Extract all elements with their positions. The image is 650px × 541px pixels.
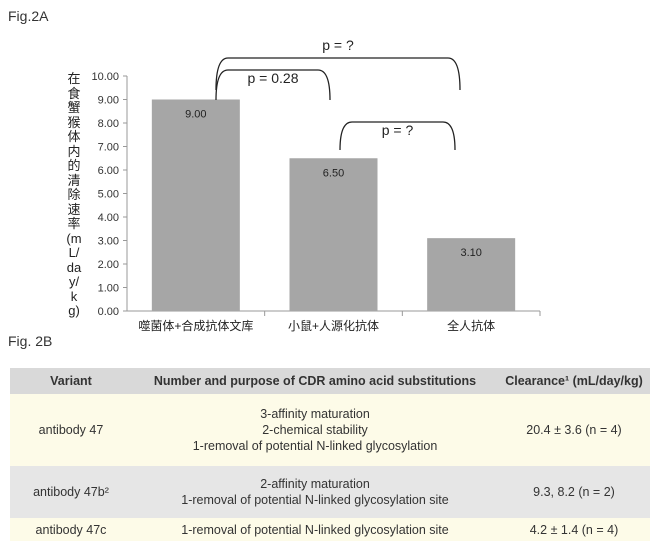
figure-2b-label: Fig. 2B	[8, 333, 53, 349]
substitution-line: 2-affinity maturation	[260, 477, 370, 491]
y-tick-label: 8.00	[98, 118, 119, 130]
substitution-line: 3-affinity maturation	[260, 407, 370, 421]
y-tick-label: 1.00	[98, 283, 119, 295]
clearance-cell: 20.4 ± 3.6 (n = 4)	[498, 394, 650, 466]
bar	[151, 99, 240, 311]
data-label: 3.10	[460, 247, 481, 259]
substitution-line: 1-removal of potential N-linked glycosyl…	[192, 439, 438, 453]
y-tick-label: 7.00	[98, 142, 119, 154]
header-clearance: Clearance¹ (mL/day/kg)	[498, 368, 650, 394]
category-label: 噬菌体+合成抗体文库	[138, 318, 253, 333]
bar-chart: 0.00 1.00 2.00 3.00 4.00 5.00 6.00 7.00 8.00 9.00…	[91, 37, 541, 333]
substitution-line: 2-chemical stability	[262, 423, 368, 437]
y-tick-label: 5.00	[98, 189, 119, 201]
figure-2a-label: Fig.2A	[8, 8, 49, 24]
data-label: 9.00	[185, 109, 206, 121]
p-value-label: p = ?	[382, 122, 414, 138]
variant-cell: antibody 47c	[10, 518, 132, 541]
category-label: 全人抗体	[447, 318, 495, 333]
substitutions-cell: 3-affinity maturation 2-chemical stabilit…	[132, 394, 498, 466]
variant-cell: antibody 47b²	[10, 466, 132, 518]
y-tick-label: 2.00	[98, 259, 119, 271]
y-tick-label: 0.00	[98, 306, 119, 318]
clearance-cell: 9.3, 8.2 (n = 2)	[498, 466, 650, 518]
clearance-table: Variant Number and purpose of CDR amino …	[10, 368, 650, 541]
substitution-line: 1-removal of potential N-linked glycosyl…	[181, 522, 449, 537]
category-label: 小鼠+人源化抗体	[288, 318, 379, 333]
bar	[427, 238, 516, 311]
p-value-label: p = ?	[322, 37, 354, 53]
table-row: antibody 47c 1-removal of potential N-lin…	[10, 518, 650, 541]
significance-bracket	[215, 57, 461, 91]
y-tick-label: 10.00	[91, 71, 119, 83]
substitutions-cell: 1-removal of potential N-linked glycosyl…	[132, 518, 498, 541]
y-tick-label: 4.00	[98, 212, 119, 224]
p-value-label: p = 0.28	[248, 70, 299, 86]
y-tick-label: 3.00	[98, 236, 119, 248]
significance-bracket	[215, 69, 331, 101]
header-variant: Variant	[10, 368, 132, 394]
variant-cell: antibody 47	[10, 394, 132, 466]
table-row: antibody 47 3-affinity maturation 2-chemic…	[10, 394, 650, 466]
substitution-line: 1-removal of potential N-linked glycosyl…	[181, 493, 449, 507]
clearance-cell: 4.2 ± 1.4 (n = 4)	[498, 518, 650, 541]
y-tick-label: 6.00	[98, 165, 119, 177]
header-substitutions: Number and purpose of CDR amino acid sub…	[132, 368, 498, 394]
bar	[289, 158, 378, 311]
y-tick-label: 9.00	[98, 95, 119, 107]
data-label: 6.50	[323, 167, 344, 179]
substitutions-cell: 2-affinity maturation 1-removal of potent…	[132, 466, 498, 518]
table-row: antibody 47b² 2-affinity maturation 1-remo…	[10, 466, 650, 518]
significance-bracket	[339, 121, 456, 151]
y-axis-label: 在食蟹猴体内的清除速率(mL/day/kg)	[66, 71, 82, 318]
